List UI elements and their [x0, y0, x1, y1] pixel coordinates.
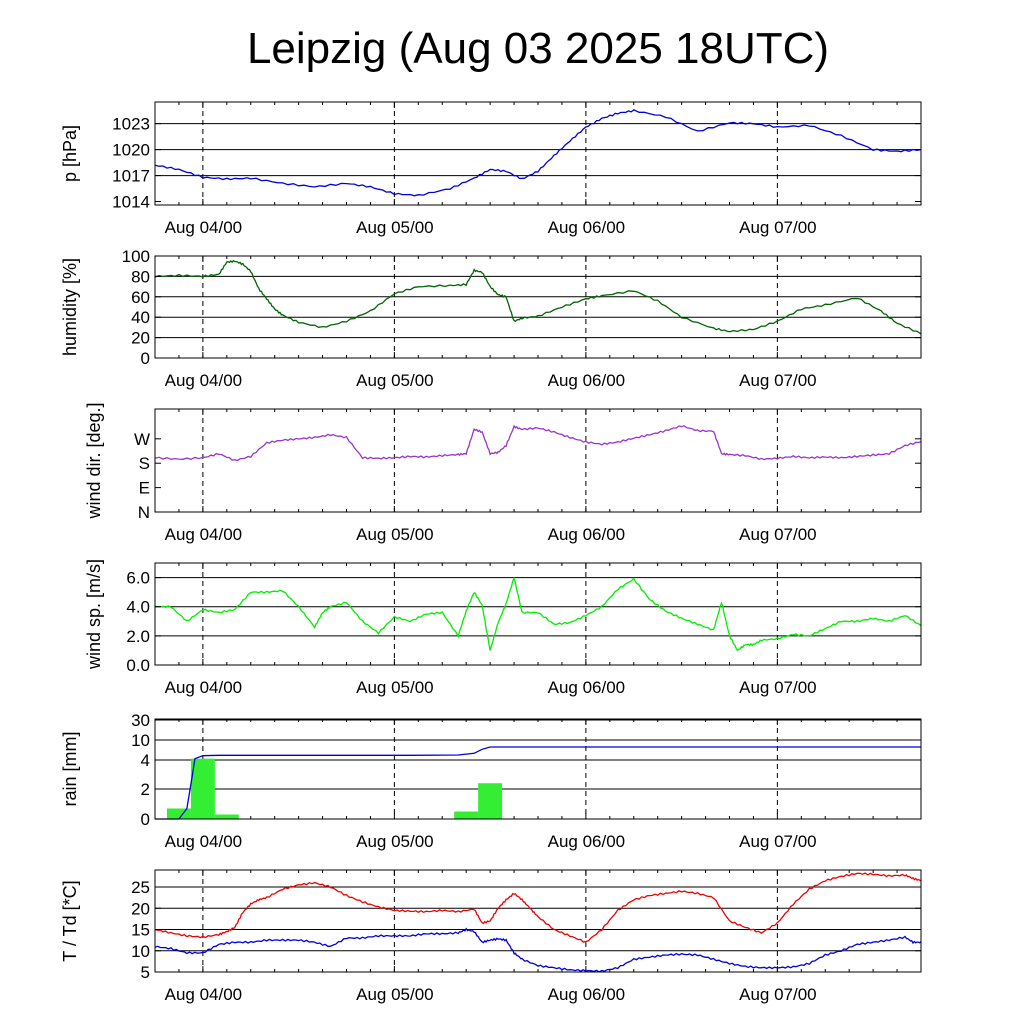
y-tick-label: 1023: [112, 115, 150, 134]
series-line: [154, 259, 922, 335]
series-line: [154, 109, 922, 197]
y-tick-label: 60: [131, 288, 150, 307]
x-tick-label: Aug 06/00: [548, 525, 626, 544]
y-axis-label: p [hPa]: [60, 125, 80, 182]
y-tick-label: 2.0: [126, 627, 150, 646]
x-tick-label: Aug 05/00: [356, 525, 434, 544]
series-line: [154, 424, 922, 462]
y-tick-label: 15: [131, 921, 150, 940]
x-tick-label: Aug 06/00: [548, 218, 626, 237]
x-tick-label: Aug 05/00: [356, 371, 434, 390]
y-tick-label: 40: [131, 308, 150, 327]
y-tick-label: E: [139, 479, 150, 498]
y-tick-label: 20: [131, 329, 150, 348]
y-tick-label: 100: [122, 247, 150, 266]
panel-1: 1014 1017 1020 1023 p [hPa] Aug 04/00 Aug 05/0…: [60, 101, 922, 237]
rain-bar: [454, 811, 479, 819]
y-tick-label: N: [138, 503, 150, 522]
series-line: [154, 872, 922, 943]
panel-frame: [154, 562, 922, 666]
rain-bar: [190, 758, 215, 819]
x-tick-label: Aug 04/00: [165, 985, 243, 1004]
series-line: [154, 927, 922, 973]
y-tick-label: 4: [141, 751, 150, 770]
x-tick-label: Aug 07/00: [739, 985, 817, 1004]
x-tick-label: Aug 06/00: [548, 985, 626, 1004]
y-axis-label: T / Td [*C]: [60, 880, 80, 961]
y-tick-label: 25: [131, 878, 150, 897]
y-axis-label: wind sp. [m/s]: [84, 559, 104, 670]
x-tick-label: Aug 07/00: [739, 371, 817, 390]
y-tick-label: W: [134, 430, 150, 449]
x-tick-label: Aug 07/00: [739, 525, 817, 544]
y-axis-label: humidity [%]: [60, 258, 80, 356]
x-tick-label: Aug 04/00: [165, 678, 243, 697]
x-tick-label: Aug 06/00: [548, 678, 626, 697]
y-tick-label: 0: [141, 810, 150, 829]
y-tick-label: 80: [131, 267, 150, 286]
x-tick-label: Aug 07/00: [739, 218, 817, 237]
y-tick-label: 6.0: [126, 569, 150, 588]
y-tick-label: 1017: [112, 167, 150, 186]
x-tick-label: Aug 07/00: [739, 678, 817, 697]
series-line: [155, 746, 921, 820]
x-tick-label: Aug 05/00: [356, 985, 434, 1004]
x-tick-label: Aug 04/00: [165, 218, 243, 237]
rain-bar: [214, 814, 239, 819]
series-line: [154, 576, 922, 652]
y-tick-label: 10: [131, 731, 150, 750]
y-tick-label: 30: [131, 711, 150, 730]
x-tick-label: Aug 06/00: [548, 371, 626, 390]
y-tick-label: 4.0: [126, 598, 150, 617]
y-tick-label: 20: [131, 899, 150, 918]
y-tick-label: 0.0: [126, 656, 150, 675]
x-tick-label: Aug 05/00: [356, 218, 434, 237]
x-tick-label: Aug 04/00: [165, 371, 243, 390]
rain-bar: [166, 808, 191, 819]
y-tick-label: 1014: [112, 193, 150, 212]
y-tick-label: 2: [141, 780, 150, 799]
panel-frame: [154, 869, 922, 973]
y-tick-label: 10: [131, 942, 150, 961]
x-tick-label: Aug 04/00: [165, 832, 243, 851]
x-tick-label: Aug 05/00: [356, 832, 434, 851]
panel-frame: [154, 255, 922, 359]
x-tick-label: Aug 05/00: [356, 678, 434, 697]
y-tick-label: S: [139, 454, 150, 473]
panel-frame: [154, 718, 922, 820]
chart-title: Leipzig (Aug 03 2025 18UTC): [246, 24, 830, 73]
y-tick-label: 0: [141, 349, 150, 368]
panel-frame: [154, 408, 922, 513]
x-tick-label: Aug 04/00: [165, 525, 243, 544]
y-tick-label: 5: [141, 963, 150, 982]
rain-bar: [478, 783, 503, 819]
y-tick-label: 1020: [112, 141, 150, 160]
y-axis-label: wind dir. [deg.]: [84, 402, 104, 519]
x-tick-label: Aug 07/00: [739, 832, 817, 851]
y-axis-label: rain [mm]: [60, 731, 80, 806]
panel-frame: [154, 101, 922, 206]
x-tick-label: Aug 06/00: [548, 832, 626, 851]
panel-6: 5 10 15 20 25 T / Td [*C] Aug 04/00 Aug 05/00 Au…: [60, 869, 922, 1004]
panel-4: 0.0 2.0 4.0 6.0 wind sp. [m/s] Aug 04/00 Aug 0…: [84, 559, 922, 697]
